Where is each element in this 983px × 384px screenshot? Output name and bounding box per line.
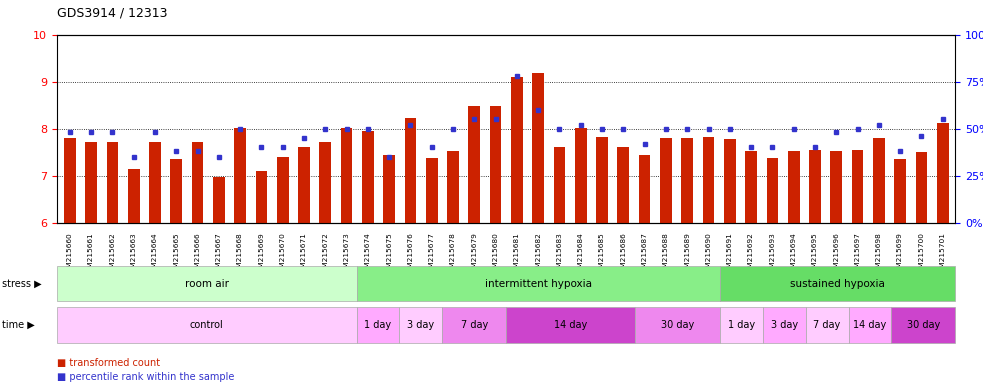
- Bar: [937, 123, 949, 223]
- Text: 7 day: 7 day: [460, 320, 488, 330]
- Text: 14 day: 14 day: [553, 320, 587, 330]
- Bar: [723, 139, 735, 223]
- Bar: [341, 128, 353, 223]
- Text: stress ▶: stress ▶: [2, 279, 41, 289]
- Bar: [575, 128, 587, 223]
- Text: 1 day: 1 day: [365, 320, 391, 330]
- Bar: [362, 131, 374, 223]
- Bar: [469, 106, 480, 223]
- Bar: [383, 154, 395, 223]
- Text: 3 day: 3 day: [771, 320, 798, 330]
- Text: time ▶: time ▶: [2, 320, 34, 330]
- Bar: [298, 147, 310, 223]
- Text: sustained hypoxia: sustained hypoxia: [790, 279, 886, 289]
- Text: ■ transformed count: ■ transformed count: [57, 358, 160, 368]
- Bar: [64, 138, 76, 223]
- Bar: [405, 118, 416, 223]
- Bar: [533, 73, 544, 223]
- Bar: [681, 138, 693, 223]
- Bar: [128, 169, 140, 223]
- Bar: [106, 142, 118, 223]
- Bar: [256, 171, 267, 223]
- Bar: [192, 142, 203, 223]
- Text: GDS3914 / 12313: GDS3914 / 12313: [57, 6, 167, 19]
- Bar: [234, 128, 246, 223]
- Bar: [660, 138, 671, 223]
- Text: room air: room air: [185, 279, 229, 289]
- Bar: [617, 147, 629, 223]
- Text: control: control: [190, 320, 224, 330]
- Bar: [277, 157, 289, 223]
- Bar: [809, 150, 821, 223]
- Bar: [597, 137, 607, 223]
- Bar: [170, 159, 182, 223]
- Bar: [703, 137, 715, 223]
- Text: 30 day: 30 day: [661, 320, 694, 330]
- Text: ■ percentile rank within the sample: ■ percentile rank within the sample: [57, 372, 234, 382]
- Text: 7 day: 7 day: [814, 320, 840, 330]
- Bar: [213, 177, 225, 223]
- Bar: [831, 151, 842, 223]
- Bar: [767, 158, 779, 223]
- Bar: [511, 77, 523, 223]
- Bar: [915, 152, 927, 223]
- Bar: [639, 154, 651, 223]
- Bar: [86, 142, 97, 223]
- Bar: [447, 151, 459, 223]
- Text: 1 day: 1 day: [728, 320, 755, 330]
- Bar: [873, 138, 885, 223]
- Text: 3 day: 3 day: [407, 320, 434, 330]
- Bar: [149, 142, 161, 223]
- Text: intermittent hypoxia: intermittent hypoxia: [485, 279, 592, 289]
- Bar: [745, 151, 757, 223]
- Bar: [319, 142, 331, 223]
- Bar: [895, 159, 906, 223]
- Bar: [426, 158, 437, 223]
- Text: 14 day: 14 day: [853, 320, 887, 330]
- Bar: [553, 147, 565, 223]
- Bar: [490, 106, 501, 223]
- Bar: [787, 151, 799, 223]
- Text: 30 day: 30 day: [906, 320, 940, 330]
- Bar: [851, 150, 863, 223]
